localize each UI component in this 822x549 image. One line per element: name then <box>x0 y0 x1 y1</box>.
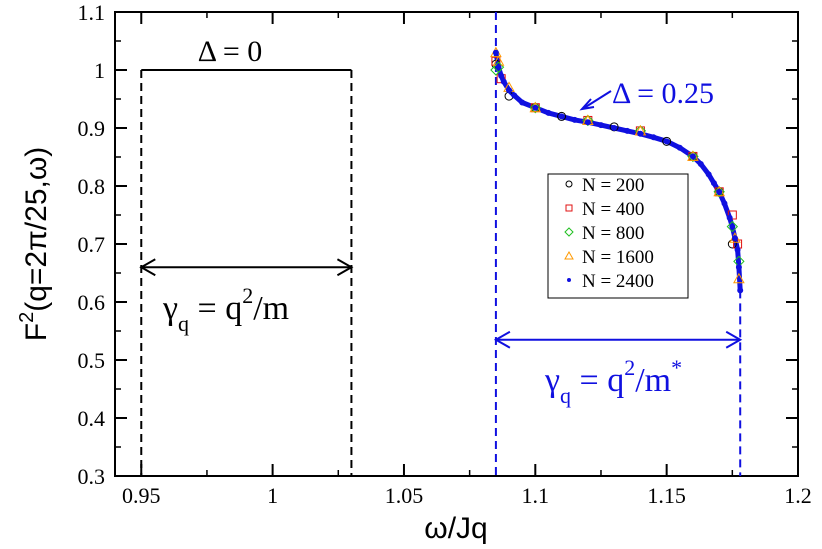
x-tick-label: 1.15 <box>647 483 686 508</box>
delta0-label: Δ = 0 <box>198 35 263 68</box>
legend-label-n800: N = 800 <box>582 223 644 244</box>
series-n2400-point <box>571 116 578 123</box>
series-n800-point <box>726 220 739 233</box>
series-n2400-point <box>506 87 513 94</box>
y-axis-title-main: F <box>20 323 53 341</box>
series-n2400-point <box>584 119 591 126</box>
series-n2400-point <box>492 49 499 56</box>
series-n2400-point <box>611 125 618 131</box>
series-n200-point <box>727 239 737 249</box>
y-tick-label: 1 <box>94 58 105 83</box>
legend-label-n400: N = 400 <box>582 199 644 220</box>
x-axis-title: ω/Jq <box>424 512 487 545</box>
series-n2400-point <box>716 188 723 195</box>
series-n2400-point <box>624 127 631 134</box>
x-tick-label: 1 <box>267 483 278 508</box>
y-axis-title-rest: (q=2π/25,ω) <box>20 147 53 312</box>
delta025-label: Δ = 0.25 <box>612 77 714 110</box>
gamma1-label: γq = q2/m* <box>544 355 682 408</box>
legend-marker-n200 <box>565 180 573 188</box>
series-n800-point <box>687 150 699 163</box>
legend-marker-n2400 <box>567 278 571 282</box>
series-n200-point <box>662 136 672 146</box>
y-axis-title: F2(q=2π/25,ω) <box>16 147 53 341</box>
series-n2400-point <box>737 287 744 294</box>
delta025-pointer-arrow <box>583 90 612 109</box>
gamma0-main: γ <box>162 290 178 327</box>
y-tick-label: 0.3 <box>78 464 106 489</box>
y-tick-label: 0.5 <box>78 348 106 373</box>
series-n2400-point <box>734 246 741 253</box>
series-n800-point <box>582 114 594 127</box>
legend-label-n2400: N = 2400 <box>582 271 654 292</box>
legend: N = 200 N = 400 N = 800 N = 1600 N = 2400 <box>547 173 689 299</box>
series-n200-point <box>557 111 567 121</box>
legend-marker-n1600 <box>564 250 574 260</box>
series-n2400-point <box>721 200 728 207</box>
legend-marker-n800 <box>564 227 574 237</box>
y-tick-label: 0.4 <box>78 406 106 431</box>
series-n2400-point <box>495 64 502 71</box>
gamma0-arrow-head-right <box>336 258 354 277</box>
gamma0-sub: q <box>178 311 189 336</box>
gamma0-end: /m <box>253 290 289 327</box>
y-tick-label: 0.6 <box>78 290 106 315</box>
reference-lines-group <box>139 12 743 476</box>
series-n2400-point <box>532 104 539 111</box>
y-tick-label: 0.9 <box>78 116 106 141</box>
series-n2400-point <box>735 264 742 271</box>
gamma1-end: /m <box>635 362 671 399</box>
series-n2400-point <box>729 223 736 230</box>
series-n2400-point <box>637 130 644 137</box>
series-n2400-point <box>498 72 505 79</box>
series-n2400-point <box>500 78 507 85</box>
gamma1-sub: q <box>560 383 571 408</box>
series-n2400-point <box>676 144 683 151</box>
gamma1-mid: = q <box>571 362 624 399</box>
series-n2400-point <box>511 92 518 99</box>
legend-marker-n400 <box>565 204 573 212</box>
series-n2400-point <box>689 153 696 160</box>
series-n2400-point <box>705 171 712 178</box>
gamma0-sup: 2 <box>242 283 253 308</box>
series-n2400-point <box>650 134 657 141</box>
series-n2400-point <box>726 214 733 221</box>
legend-box <box>547 173 689 299</box>
y-axis-title-sup: 2 <box>16 312 38 323</box>
series-n2400-point <box>710 180 717 187</box>
y-tick-label: 1.1 <box>78 0 106 25</box>
x-tick-label: 1.1 <box>522 483 550 508</box>
series-n2400-point <box>697 160 704 167</box>
series-n800-point <box>529 101 542 114</box>
series-n2400-point <box>545 109 552 116</box>
gamma1-main: γ <box>544 362 560 399</box>
series-n800-point <box>713 186 725 198</box>
series-n2400-point <box>519 99 526 106</box>
gamma0-mid: = q <box>189 290 242 327</box>
series-n2400-point <box>731 235 738 242</box>
delta025-pointer-head <box>579 98 595 111</box>
legend-label-n200: N = 200 <box>582 175 644 196</box>
x-tick-label: 1.2 <box>784 483 812 508</box>
legend-label-n1600: N = 1600 <box>582 247 654 268</box>
y-tick-label: 0.8 <box>78 174 106 199</box>
series-n2400-point <box>558 113 565 120</box>
gamma1-arrow-head-right <box>725 330 743 349</box>
y-tick-label: 0.7 <box>78 232 106 257</box>
gamma1-star: * <box>671 355 682 380</box>
gamma0-arrow-head-left <box>139 258 156 277</box>
series-n2400-point <box>663 138 670 145</box>
gamma0-label: γq = q2/m <box>162 283 289 336</box>
series-n1600-point <box>733 272 745 284</box>
data-points-group <box>490 46 745 294</box>
gamma1-arrow-head-left <box>493 330 511 349</box>
gamma1-sup: 2 <box>624 355 635 380</box>
ticks-group: 0.95 1 1.05 1.1 1.15 1.2 0.3 0.4 0.5 0.6 0.7 0.8 0.9… <box>78 0 812 508</box>
x-tick-label: 0.95 <box>122 483 161 508</box>
series-n2400-point <box>597 122 604 129</box>
x-tick-label: 1.05 <box>385 483 424 508</box>
